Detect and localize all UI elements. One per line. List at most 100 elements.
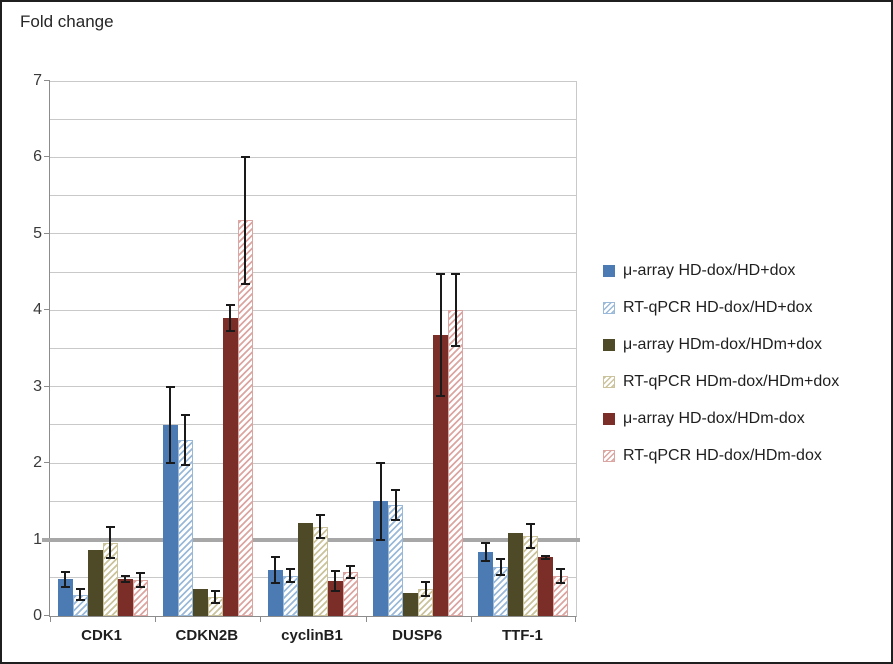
y-axis-tick	[44, 309, 50, 311]
error-bar-cap	[451, 345, 461, 348]
error-bar-cap	[105, 526, 115, 529]
bar	[448, 310, 464, 616]
gridline	[50, 233, 576, 235]
gridline	[50, 118, 576, 120]
error-bar-cap	[180, 414, 190, 416]
error-bar-cap	[120, 580, 130, 583]
error-bar-cap	[345, 576, 355, 579]
error-bar	[349, 565, 352, 578]
gridline	[50, 424, 576, 426]
y-tick-label: 6	[33, 148, 42, 166]
y-axis-tick	[44, 462, 50, 464]
error-bar-cap	[165, 385, 175, 388]
gridline	[50, 80, 576, 82]
gridline	[50, 500, 576, 502]
legend-label: μ-array HDm-dox/HDm+dox	[623, 335, 823, 353]
error-bar-cap	[225, 303, 235, 306]
y-axis-tick	[44, 80, 50, 81]
x-category-label: cyclinB1	[281, 627, 343, 644]
error-bar	[184, 415, 187, 466]
error-bar-cap	[330, 589, 340, 592]
error-bar-cap	[60, 570, 70, 573]
error-bar-cap	[225, 329, 235, 332]
bar-slot	[553, 81, 569, 616]
plot-area	[42, 80, 580, 622]
bar-slot	[207, 81, 223, 616]
error-bar-cap	[496, 558, 506, 561]
bar	[433, 334, 449, 616]
error-bar-cap	[436, 394, 446, 397]
legend-item: μ-array HDm-dox/HDm+dox	[603, 326, 839, 363]
error-bar-cap	[210, 589, 220, 592]
error-bar	[439, 273, 442, 396]
legend-item: μ-array HD-dox/HD+dox	[603, 252, 839, 289]
legend-label: RT-qPCR HD-dox/HD+dox	[623, 298, 813, 316]
y-tick-label: 0	[33, 607, 42, 624]
bar	[117, 578, 133, 616]
bar-slot	[102, 81, 118, 616]
bar-slot	[448, 81, 464, 616]
bar	[312, 526, 328, 616]
error-bar-cap	[391, 488, 401, 491]
bar-group	[366, 81, 471, 616]
error-bar-cap	[240, 282, 250, 285]
error-bar	[484, 542, 487, 561]
error-bar-cap	[526, 522, 536, 525]
gridline	[50, 271, 576, 273]
bar-slot	[388, 81, 404, 616]
bar-slot	[57, 81, 73, 616]
error-bar-cap	[60, 585, 70, 588]
error-bar-cap	[421, 581, 431, 584]
legend-swatch	[603, 375, 615, 388]
error-bar-cap	[421, 595, 431, 598]
x-axis-labels: CDK1 CDKN2B cyclinB1 DUSP6 TTF-1	[49, 627, 575, 651]
x-axis-tick	[575, 616, 576, 622]
bar	[478, 551, 494, 616]
error-bar	[64, 571, 67, 587]
bar-slot	[342, 81, 358, 616]
legend-item: RT-qPCR HD-dox/HD+dox	[603, 289, 839, 326]
error-bar	[529, 523, 532, 548]
gridline	[50, 156, 576, 158]
bar	[192, 588, 208, 616]
error-bar	[319, 515, 322, 539]
bar-group	[155, 81, 260, 616]
bar-slot	[87, 81, 103, 616]
bar-group	[260, 81, 365, 616]
error-bar-cap	[315, 514, 325, 517]
y-tick-label: 1	[33, 530, 42, 548]
bar	[87, 550, 103, 616]
error-bar-cap	[135, 585, 145, 588]
error-bar-cap	[285, 581, 295, 584]
bar-slot	[523, 81, 539, 616]
y-axis-tick	[44, 615, 50, 616]
error-bar	[109, 527, 112, 558]
error-bar-cap	[240, 155, 250, 158]
x-category-label: CDKN2B	[175, 627, 239, 644]
x-category-label: TTF-1	[501, 627, 543, 644]
gridline	[50, 348, 576, 349]
x-axis-tick	[260, 616, 261, 622]
gridline	[50, 195, 576, 197]
gridline	[50, 386, 576, 388]
error-bar	[394, 489, 397, 521]
bar-slot	[478, 81, 494, 616]
bar-slot	[237, 81, 253, 616]
bar	[403, 593, 419, 616]
bar-slot	[327, 81, 343, 616]
bar-slot	[312, 81, 328, 616]
error-bar-cap	[285, 567, 295, 570]
legend: μ-array HD-dox/HD+dox RT-qPCR HD-dox/HD+d…	[603, 252, 839, 474]
error-bar-cap	[556, 568, 566, 571]
error-bar-cap	[270, 582, 280, 585]
error-bar-cap	[345, 564, 355, 567]
bar	[388, 505, 404, 616]
error-bar-cap	[270, 556, 280, 559]
bar	[162, 424, 178, 616]
y-tick-label: 7	[33, 72, 42, 89]
error-bar-cap	[105, 556, 115, 559]
error-bar	[454, 274, 457, 347]
error-bar-cap	[541, 554, 551, 557]
x-category-label: CDK1	[81, 627, 123, 644]
error-bar-cap	[75, 588, 85, 591]
